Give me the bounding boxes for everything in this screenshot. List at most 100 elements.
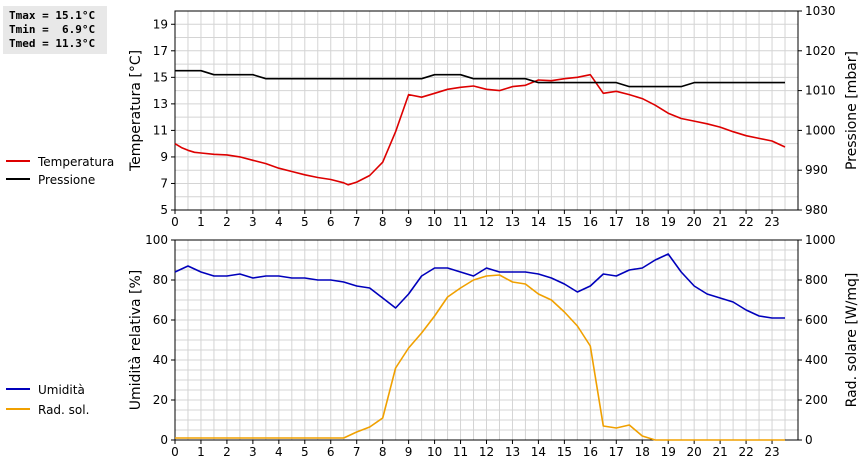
- tmin-text: Tmin = 6.9°C: [9, 23, 96, 36]
- x-tick-label: 15: [557, 445, 572, 459]
- x-tick-label: 17: [609, 215, 624, 229]
- x-tick-label: 23: [764, 215, 779, 229]
- x-tick-label: 19: [661, 445, 676, 459]
- x-tick-label: 16: [583, 445, 598, 459]
- x-tick-label: 3: [249, 445, 257, 459]
- x-tick-label: 13: [505, 445, 520, 459]
- right-tick-label: 1030: [805, 4, 836, 18]
- x-tick-label: 3: [249, 215, 257, 229]
- left-tick-label: 19: [153, 17, 168, 31]
- x-tick-label: 0: [171, 215, 179, 229]
- right-axis: 0 200 400 600 800 1000: [798, 233, 836, 447]
- right-tick-label: 1000: [805, 123, 836, 137]
- x-tick-label: 22: [738, 445, 753, 459]
- x-tick-label: 6: [327, 445, 335, 459]
- left-axis: 0 20 40 60 80 100: [145, 233, 175, 447]
- x-tick-label: 23: [764, 445, 779, 459]
- right-tick-label: 600: [805, 313, 828, 327]
- x-tick-label: 20: [687, 215, 702, 229]
- left-tick-label: 80: [153, 273, 168, 287]
- x-tick-label: 18: [635, 445, 650, 459]
- x-tick-label: 1: [197, 215, 205, 229]
- x-tick-label: 9: [405, 445, 413, 459]
- x-axis: 0 1 2 3 4 5 6 7 8 9 10 11 12 13 14 15 16 17 18 19 20 21 22 23: [171, 210, 780, 229]
- x-tick-label: 7: [353, 445, 361, 459]
- x-tick-label: 2: [223, 215, 231, 229]
- series-line-temperature: [174, 73, 786, 186]
- x-tick-label: 9: [405, 215, 413, 229]
- series-line-radiation: [175, 274, 785, 441]
- temperature-pressure-chart: 0 1 2 3 4 5 6 7 8 9 10 11 12 13 14 15 16 17 18 19 20 21 22 2357…: [128, 4, 860, 229]
- left-tick-label: 60: [153, 313, 168, 327]
- left-tick-label: 20: [153, 393, 168, 407]
- x-tick-label: 8: [379, 445, 387, 459]
- right-axis: 980 990 1000 1010 1020 1030: [798, 4, 836, 217]
- x-axis: 0 1 2 3 4 5 6 7 8 9 10 11 12 13 14 15 16 17 18 19 20 21 22 23: [171, 440, 780, 459]
- x-tick-label: 4: [275, 215, 283, 229]
- series-line-pressure: [175, 69, 785, 88]
- x-tick-label: 11: [453, 445, 468, 459]
- tmed-text: Tmed = 11.3°C: [9, 37, 96, 50]
- x-tick-label: 17: [609, 445, 624, 459]
- stats-box: Tmax = 15.1°C Tmin = 6.9°C Tmed = 11.3°C: [3, 6, 107, 54]
- right-tick-label: 0: [805, 433, 813, 447]
- x-tick-label: 5: [301, 215, 309, 229]
- series-line-humidity: [174, 253, 785, 319]
- grid: [174, 239, 799, 441]
- left-tick-label: 5: [160, 203, 168, 217]
- x-tick-label: 0: [171, 445, 179, 459]
- legend-temperature-label: Temperatura: [37, 155, 114, 169]
- legend-humidity-label: Umidità: [38, 383, 85, 397]
- x-tick-label: 13: [505, 215, 520, 229]
- x-tick-label: 19: [661, 215, 676, 229]
- x-tick-label: 1: [197, 445, 205, 459]
- x-tick-label: 10: [427, 215, 442, 229]
- x-tick-label: 21: [712, 445, 727, 459]
- x-tick-label: 14: [531, 215, 546, 229]
- left-axis-title: Temperatura [°C]: [128, 50, 144, 172]
- x-tick-label: 15: [557, 215, 572, 229]
- x-tick-label: 11: [453, 215, 468, 229]
- left-tick-label: 13: [153, 97, 168, 111]
- x-tick-label: 18: [635, 215, 650, 229]
- x-tick-label: 8: [379, 215, 387, 229]
- right-tick-label: 990: [805, 163, 828, 177]
- right-tick-label: 200: [805, 393, 828, 407]
- legend-top: Temperatura Pressione: [6, 155, 114, 187]
- x-tick-label: 22: [738, 215, 753, 229]
- left-axis-title: Umidità relativa [%]: [128, 270, 144, 411]
- x-tick-label: 7: [353, 215, 361, 229]
- left-tick-label: 100: [145, 233, 168, 247]
- x-tick-label: 4: [275, 445, 283, 459]
- right-axis-title: Pressione [mbar]: [844, 51, 860, 170]
- x-tick-label: 10: [427, 445, 442, 459]
- x-tick-label: 21: [712, 215, 727, 229]
- right-tick-label: 400: [805, 353, 828, 367]
- right-tick-label: 980: [805, 203, 828, 217]
- tmax-text: Tmax = 15.1°C: [9, 9, 96, 22]
- x-tick-label: 2: [223, 445, 231, 459]
- stats-text: Tmax = 15.1°C Tmin = 6.9°C Tmed = 11.3°C: [3, 6, 107, 51]
- x-tick-label: 5: [301, 445, 309, 459]
- x-tick-label: 12: [479, 445, 494, 459]
- left-tick-label: 17: [153, 44, 168, 58]
- left-tick-label: 0: [160, 433, 168, 447]
- x-tick-label: 20: [687, 445, 702, 459]
- right-tick-label: 800: [805, 273, 828, 287]
- right-tick-label: 1000: [805, 233, 836, 247]
- right-tick-label: 1010: [805, 84, 836, 98]
- x-tick-label: 14: [531, 445, 546, 459]
- legend-radiation-label: Rad. sol.: [38, 403, 89, 417]
- left-tick-label: 40: [153, 353, 168, 367]
- left-tick-label: 7: [160, 176, 168, 190]
- legend-bottom: Umidità Rad. sol.: [6, 383, 89, 417]
- x-tick-label: 16: [583, 215, 598, 229]
- left-tick-label: 11: [153, 123, 168, 137]
- left-axis: 5 7 9 11 13 15 17 19: [153, 17, 175, 217]
- humidity-radiation-chart: 0 1 2 3 4 5 6 7 8 9 10 11 12 13 14 15 16 17 18 19 20 21 22 2302…: [128, 233, 860, 459]
- x-tick-label: 12: [479, 215, 494, 229]
- left-tick-label: 9: [160, 150, 168, 164]
- right-axis-title: Rad. solare [W/mq]: [844, 273, 860, 408]
- legend-pressure-label: Pressione: [38, 173, 95, 187]
